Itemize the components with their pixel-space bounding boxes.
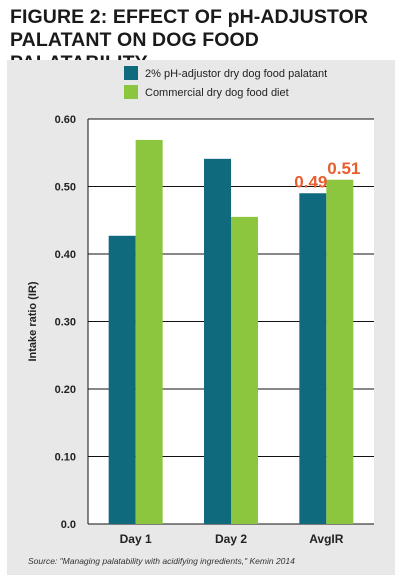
y-tick-label: 0.60 [55, 114, 76, 126]
legend-label: Commercial dry dog food diet [145, 87, 289, 99]
y-tick-label: 0.0 [61, 519, 76, 531]
y-axis-label: Intake ratio (IR) [27, 281, 39, 361]
bar [231, 216, 258, 524]
bar [299, 193, 327, 524]
bar [204, 158, 231, 524]
source-note: Source: "Managing palatability with acid… [28, 556, 295, 566]
y-tick-label: 0.10 [55, 452, 76, 464]
data-label: 0.49 [294, 172, 327, 191]
y-tick-label: 0.20 [55, 384, 76, 396]
bar [135, 139, 163, 525]
x-tick-label: Day 1 [120, 532, 152, 546]
x-tick-label: AvgIR [309, 532, 344, 546]
y-tick-label: 0.40 [55, 249, 76, 261]
y-tick-label: 0.50 [55, 182, 76, 194]
legend-swatch [124, 66, 138, 80]
legend-swatch [124, 85, 138, 99]
figure-title-line-1: FIGURE 2: EFFECT OF pH-ADJUSTOR [10, 6, 369, 28]
bar [108, 235, 136, 524]
data-label: 0.51 [327, 159, 360, 178]
legend-label: 2% pH-adjustor dry dog food palatant [145, 68, 327, 80]
bar [326, 179, 354, 524]
y-tick-label: 0.30 [55, 317, 76, 329]
x-tick-label: Day 2 [215, 532, 247, 546]
